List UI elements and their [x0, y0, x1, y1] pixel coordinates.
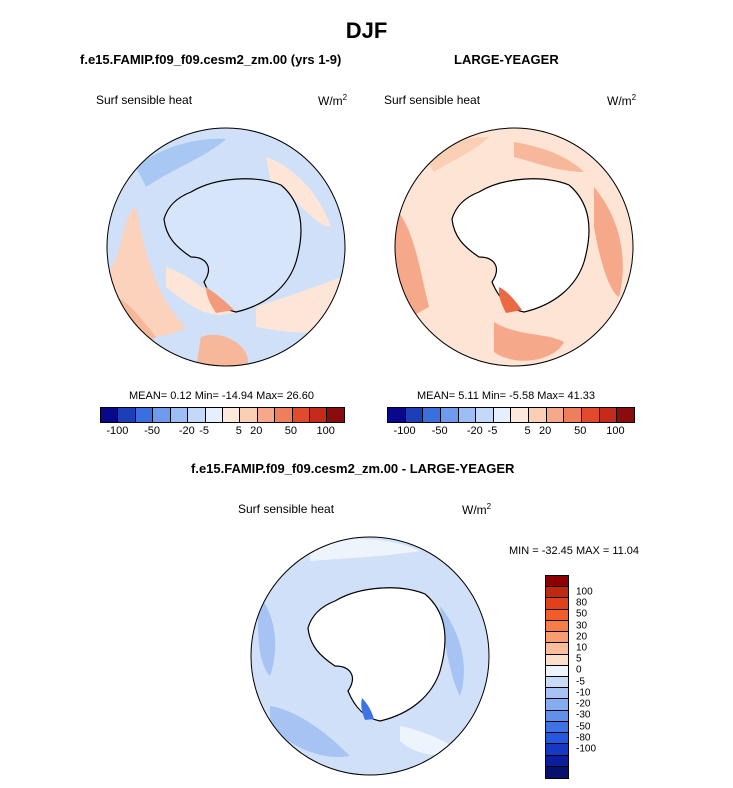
- left-colorbar-swatch: [275, 408, 293, 422]
- right-colorbar-swatch: [388, 408, 406, 422]
- left-colorbar-tick-label: 100: [316, 425, 335, 437]
- right-units-label: W/m2: [607, 93, 637, 108]
- right-panel-title: LARGE-YEAGER: [454, 52, 559, 67]
- left-colorbar-swatch: [153, 408, 171, 422]
- diff-colorbar-tick-label: -5: [576, 676, 585, 688]
- left-colorbar-swatch: [205, 408, 223, 422]
- right-colorbar-swatch: [440, 408, 459, 422]
- right-colorbar-tick-label: -20: [466, 425, 483, 437]
- diff-colorbar-swatch: [546, 744, 568, 756]
- diff-colorbar-swatch: [546, 632, 568, 644]
- diff-colorbar-tick-label: 80: [576, 597, 588, 609]
- left-variable-label: Surf sensible heat: [96, 93, 193, 107]
- left-polar-map: [106, 127, 346, 367]
- diff-colorbar-swatch: [546, 654, 568, 666]
- left-colorbar-tick-label: 50: [284, 425, 298, 437]
- left-colorbar-tick-label: 5: [235, 425, 242, 437]
- diff-colorbar-swatch: [546, 620, 568, 633]
- right-colorbar: [387, 407, 635, 423]
- diff-colorbar-tick-label: -80: [576, 732, 591, 744]
- left-colorbar-ticks: -100 -50 -20 -5 5 20 50 100: [100, 425, 345, 439]
- diff-colorbar-swatch: [546, 576, 568, 588]
- diff-colorbar-swatch: [546, 688, 568, 700]
- diff-colorbar-tick-label: -100: [576, 743, 597, 755]
- left-colorbar-swatch: [310, 408, 328, 422]
- right-colorbar-swatch: [458, 408, 477, 422]
- diff-colorbar-tick-label: 100: [576, 586, 593, 598]
- right-colorbar-swatch: [476, 408, 494, 422]
- right-colorbar-tick-label: 50: [574, 425, 587, 437]
- diff-colorbar-swatch: [546, 643, 568, 655]
- diff-stats: MIN = -32.45 MAX = 11.04: [509, 545, 640, 557]
- right-colorbar-swatch: [564, 408, 583, 422]
- right-colorbar-tick-label: -50: [431, 425, 448, 437]
- left-colorbar: [100, 407, 345, 423]
- left-colorbar-tick-label: -5: [199, 425, 210, 437]
- right-colorbar-tick-label: 100: [606, 425, 625, 437]
- right-variable-label: Surf sensible heat: [384, 93, 481, 107]
- right-colorbar-swatch: [599, 408, 618, 422]
- diff-colorbar-swatch: [546, 676, 568, 689]
- diff-colorbar-tick-label: -30: [576, 709, 591, 721]
- left-colorbar-swatch: [101, 408, 119, 422]
- diff-colorbar-swatch: [546, 721, 568, 734]
- diff-colorbar-swatch: [546, 587, 568, 599]
- right-colorbar-tick-label: 20: [539, 425, 552, 437]
- main-title: DJF: [345, 18, 388, 43]
- left-colorbar-swatch: [222, 408, 241, 422]
- left-colorbar-tick-label: 20: [250, 425, 263, 437]
- diff-colorbar-tick-label: -50: [576, 721, 591, 732]
- left-colorbar-tick-label: -20: [178, 425, 195, 437]
- diff-colorbar-tick-label: 0: [576, 664, 582, 676]
- diff-colorbar-tick-label: 20: [576, 631, 588, 643]
- diff-colorbar-swatch: [546, 733, 568, 745]
- left-colorbar-swatch: [135, 408, 154, 422]
- diff-colorbar-swatch: [546, 665, 568, 677]
- left-colorbar-swatch: [292, 408, 311, 422]
- diff-colorbar-swatch: [546, 766, 568, 778]
- left-colorbar-swatch: [170, 408, 189, 422]
- right-colorbar-swatch: [511, 408, 530, 422]
- right-colorbar-swatch: [529, 408, 547, 422]
- right-colorbar-swatch: [546, 408, 565, 422]
- diff-colorbar-tick-label: -20: [576, 698, 591, 710]
- left-stats: MEAN= 0.12 Min= -14.94 Max= 26.60: [129, 390, 314, 402]
- right-polar-map: [394, 127, 634, 367]
- right-colorbar-swatch: [582, 408, 600, 422]
- diff-polar-map: [250, 536, 490, 776]
- right-colorbar-swatch: [423, 408, 441, 422]
- diff-units-label: W/m2: [462, 502, 492, 517]
- left-colorbar-swatch: [188, 408, 206, 422]
- diff-colorbar-swatch: [546, 710, 568, 722]
- right-colorbar-tick-label: -5: [487, 425, 498, 437]
- diff-variable-label: Surf sensible heat: [238, 502, 335, 516]
- diff-colorbar-tick-label: 10: [576, 642, 588, 654]
- diff-colorbar-swatch: [546, 699, 568, 711]
- left-colorbar-swatch: [257, 408, 276, 422]
- diff-colorbar-swatch: [546, 598, 568, 610]
- diff-colorbar-tick-label: 50: [576, 608, 588, 620]
- right-colorbar-swatch: [617, 408, 634, 422]
- left-colorbar-tick-label: -100: [106, 425, 129, 437]
- right-colorbar-tick-label: -100: [393, 425, 416, 437]
- right-colorbar-swatch: [405, 408, 424, 422]
- diff-colorbar-ticks: 100 80 50 30 20 10 5 0 -5 -10 -20 -30 -50 -80 -100: [576, 575, 616, 777]
- left-units-label: W/m2: [318, 93, 348, 108]
- right-stats: MEAN= 5.11 Min= -5.58 Max= 41.33: [417, 390, 596, 402]
- diff-colorbar-tick-label: 30: [576, 620, 588, 631]
- diff-colorbar: [545, 575, 569, 779]
- diff-colorbar-tick-label: -10: [576, 687, 591, 699]
- right-colorbar-tick-label: 5: [524, 425, 531, 437]
- left-colorbar-swatch: [327, 408, 344, 422]
- left-colorbar-swatch: [118, 408, 136, 422]
- diff-panel-title: f.e15.FAMIP.f09_f09.cesm2_zm.00 - LARGE-…: [191, 461, 515, 476]
- left-colorbar-tick-label: -50: [144, 425, 161, 437]
- diff-colorbar-tick-label: 5: [576, 653, 582, 665]
- left-colorbar-swatch: [240, 408, 258, 422]
- right-colorbar-ticks: -100 -50 -20 -5 5 20 50 100: [387, 425, 635, 439]
- right-colorbar-swatch: [493, 408, 512, 422]
- left-panel-title: f.e15.FAMIP.f09_f09.cesm2_zm.00 (yrs 1-9…: [80, 52, 342, 67]
- diff-colorbar-swatch: [546, 755, 568, 767]
- diff-colorbar-swatch: [546, 609, 568, 621]
